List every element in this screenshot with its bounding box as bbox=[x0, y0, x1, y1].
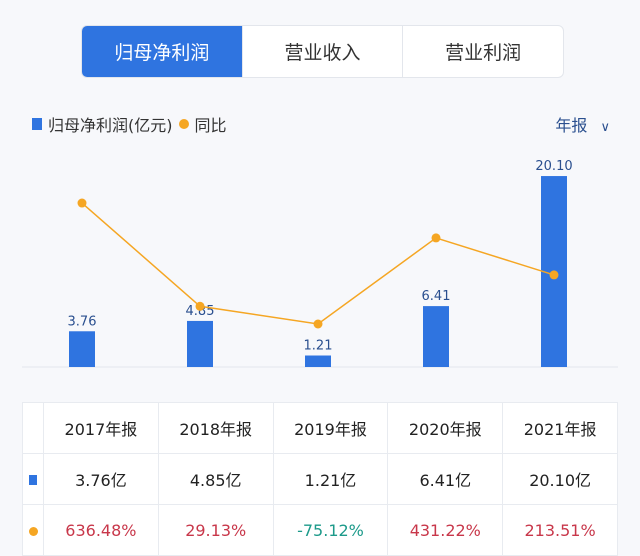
yoy-point bbox=[431, 233, 441, 243]
value-cell: 1.21亿 bbox=[272, 453, 389, 505]
tab-operating-profit[interactable]: 营业利润 bbox=[402, 26, 563, 77]
metric-tabs: 归母净利润 营业收入 营业利润 bbox=[81, 25, 564, 78]
bar bbox=[187, 320, 213, 367]
bar bbox=[305, 355, 331, 367]
legend-line-label: 同比 bbox=[194, 116, 227, 135]
header-cell: 2021年报 bbox=[502, 402, 618, 454]
value-cell: 3.76亿 bbox=[43, 453, 159, 505]
bar-label: 6.41 bbox=[422, 289, 451, 304]
yoy-point bbox=[313, 319, 323, 329]
yoy-cell: 213.51% bbox=[502, 504, 618, 556]
yoy-cell: 636.48% bbox=[43, 504, 159, 556]
value-cell: 6.41亿 bbox=[387, 453, 504, 505]
header-cell: 2019年报 bbox=[272, 402, 389, 454]
tab-revenue[interactable]: 营业收入 bbox=[241, 26, 403, 77]
period-select[interactable]: 年报 ∨ bbox=[555, 112, 610, 136]
table-row-yoy: 636.48% 29.13% -75.12% 431.22% 213.51% bbox=[22, 504, 618, 556]
chart-legend: 归母净利润(亿元) 同比 bbox=[32, 112, 227, 136]
bar bbox=[423, 306, 449, 367]
period-value: 年报 bbox=[555, 116, 588, 135]
header-cell: 2018年报 bbox=[157, 402, 274, 454]
header-cell: 2020年报 bbox=[387, 402, 504, 454]
line-series-icon bbox=[28, 526, 38, 536]
yoy-point bbox=[549, 270, 559, 280]
yoy-line bbox=[81, 202, 555, 325]
value-cell: 4.85亿 bbox=[157, 453, 274, 505]
line-legend-icon bbox=[178, 119, 189, 129]
bar-label: 3.76 bbox=[68, 314, 97, 329]
header-cell: 2017年报 bbox=[43, 402, 159, 454]
yoy-cell: 29.13% bbox=[157, 504, 274, 556]
table-header-row: 2017年报 2018年报 2019年报 2020年报 2021年报 bbox=[22, 402, 618, 454]
value-cell: 20.10亿 bbox=[502, 453, 618, 505]
bar-legend-icon bbox=[32, 118, 42, 130]
yoy-point bbox=[195, 301, 205, 311]
bar-label: 1.21 bbox=[304, 339, 333, 354]
bar-label: 20.10 bbox=[535, 159, 572, 174]
legend-bar-label: 归母净利润(亿元) bbox=[48, 116, 173, 135]
tab-net-profit[interactable]: 归母净利润 bbox=[82, 26, 242, 77]
yoy-cell: -75.12% bbox=[272, 504, 389, 556]
bar-series-icon bbox=[29, 474, 37, 485]
yoy-point bbox=[77, 198, 87, 208]
table-row-values: 3.76亿 4.85亿 1.21亿 6.41亿 20.10亿 bbox=[22, 453, 618, 505]
data-table: 2017年报 2018年报 2019年报 2020年报 2021年报 3.76亿… bbox=[22, 402, 618, 556]
chevron-down-icon: ∨ bbox=[600, 120, 610, 135]
bar bbox=[69, 331, 95, 367]
yoy-cell: 431.22% bbox=[387, 504, 504, 556]
